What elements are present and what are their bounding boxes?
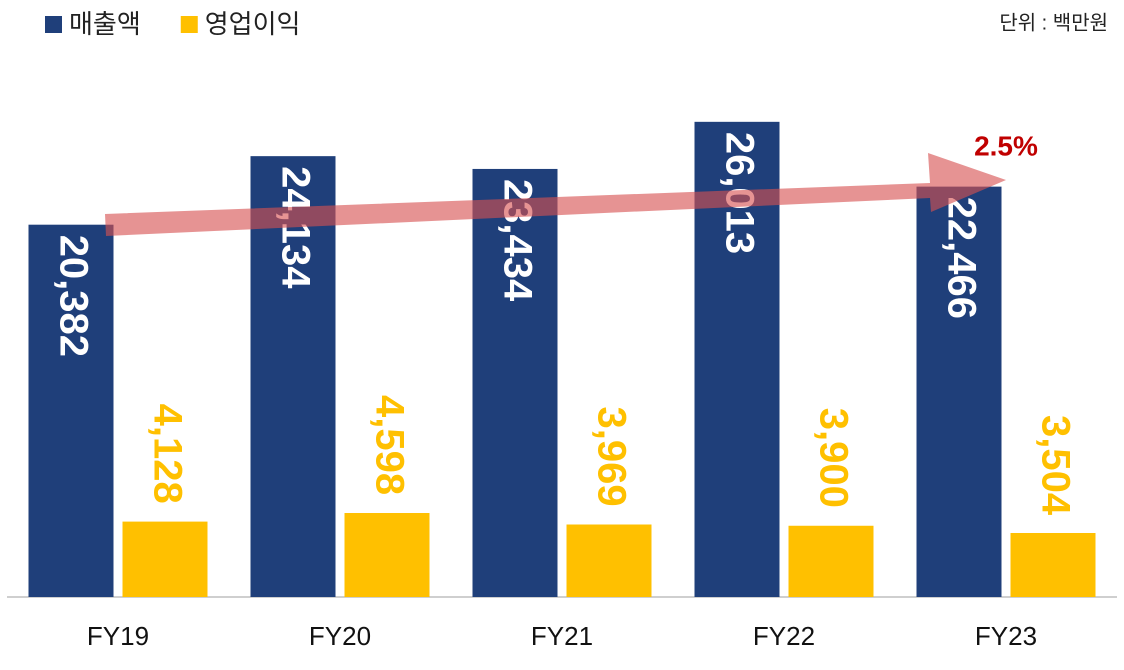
trend-arrow — [105, 153, 1006, 236]
legend-label: 매출액 — [69, 9, 141, 39]
value-label: 4,598 — [367, 395, 411, 495]
legend-swatch — [45, 16, 62, 33]
x-tick-label: FY19 — [87, 621, 149, 651]
value-label: 3,900 — [811, 408, 855, 508]
x-tick-label: FY20 — [309, 621, 371, 651]
unit-label: 단위 : 백만원 — [999, 11, 1108, 34]
legend-label: 영업이익 — [205, 9, 301, 39]
bar — [916, 186, 1002, 597]
x-tick-label: FY23 — [975, 621, 1037, 651]
bar — [344, 513, 430, 597]
bar — [28, 224, 114, 598]
bar — [566, 524, 652, 597]
bar — [472, 168, 558, 597]
bar — [788, 525, 874, 597]
value-label: 20,382 — [51, 235, 95, 357]
x-tick-label: FY22 — [753, 621, 815, 651]
bar — [122, 521, 208, 597]
value-label: 4,128 — [145, 404, 189, 504]
value-label: 3,504 — [1033, 415, 1077, 516]
bar — [1010, 532, 1096, 597]
value-label: 3,969 — [589, 406, 633, 506]
x-tick-label: FY21 — [531, 621, 593, 651]
value-label: 22,466 — [939, 197, 983, 319]
value-label: 23,434 — [495, 179, 539, 302]
legend-swatch — [180, 16, 198, 33]
bar — [250, 156, 336, 597]
annotation: 2.5% — [974, 130, 1038, 161]
